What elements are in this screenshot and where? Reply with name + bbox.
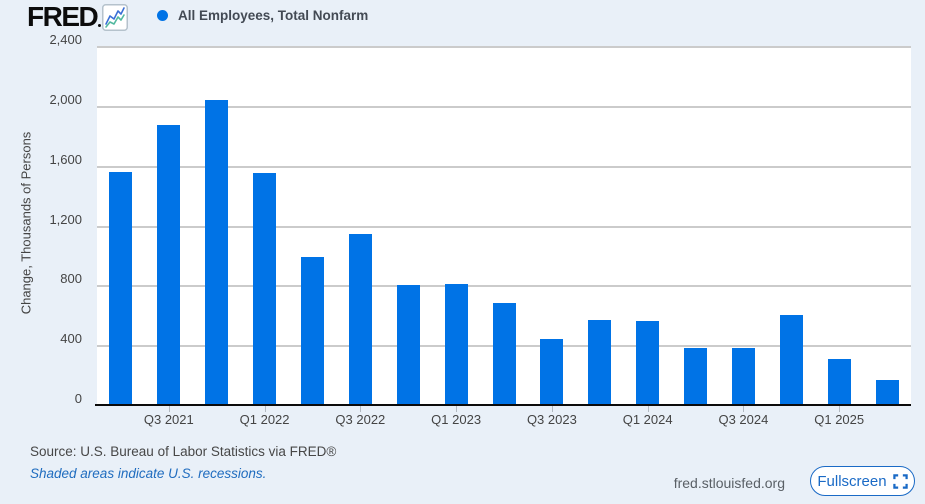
y-tick-label-2400: 2,400 [49,32,82,47]
gridline-y-1200 [97,225,911,228]
bar-q3-2023[interactable] [540,339,564,405]
bar-q4-2023[interactable] [588,319,612,405]
x-tick-label-q1-2022: Q1 2022 [239,412,290,427]
x-tick-label-q3-2021: Q3 2021 [143,412,194,427]
x-tick-label-q3-2023: Q3 2023 [526,412,577,427]
y-tick-label-0: 0 [74,391,82,406]
plot-area [97,46,911,405]
y-tick-label-1200: 1,200 [49,211,82,227]
y-tick-label-400: 400 [60,331,82,347]
bar-q2-2025[interactable] [875,379,899,405]
x-tick-label-q1-2024: Q1 2024 [622,412,673,427]
x-tick-mark [360,406,362,412]
bar-q2-2022[interactable] [300,256,324,405]
fred-logo-registered-dot [98,24,101,27]
gridline-y-2000 [97,105,911,108]
bar-q2-2021[interactable] [109,171,133,405]
x-axis-line [95,404,911,406]
legend-series-label: All Employees, Total Nonfarm [178,8,369,23]
bar-q4-2021[interactable] [205,99,229,405]
x-tick-mark [551,406,553,412]
x-tick-mark [264,406,266,412]
x-tick-mark [168,406,170,412]
fred-sparkline-icon [102,4,128,31]
bar-q4-2022[interactable] [396,285,420,405]
y-tick-label-1600: 1,600 [49,151,82,167]
x-tick-mark [647,406,649,412]
x-tick-label-q3-2022: Q3 2022 [335,412,386,427]
bar-q2-2024[interactable] [684,348,708,405]
x-tick-mark [456,406,458,412]
x-tick-mark [839,406,841,412]
y-tick-label-2000: 2,000 [49,91,82,107]
bar-q3-2021[interactable] [157,125,181,405]
x-tick-label-q1-2023: Q1 2023 [431,412,482,427]
x-tick-label-q3-2024: Q3 2024 [718,412,769,427]
bar-q1-2022[interactable] [253,173,277,405]
fullscreen-button[interactable]: Fullscreen [810,466,915,496]
fred-site-link[interactable]: fred.stlouisfed.org [673,475,785,491]
gridline-y-2400 [97,46,911,48]
bar-q1-2025[interactable] [827,358,851,405]
x-tick-mark [743,406,745,412]
bar-q4-2024[interactable] [779,315,803,405]
legend-marker-dot [157,10,168,21]
gridline-y-800 [97,285,911,288]
y-tick-label-800: 800 [60,271,82,287]
bar-q2-2023[interactable] [492,303,516,405]
bar-q3-2022[interactable] [348,234,372,405]
x-tick-label-q1-2025: Q1 2025 [814,412,865,427]
fullscreen-expand-icon [892,473,908,489]
source-attribution: Source: U.S. Bureau of Labor Statistics … [30,444,337,459]
bar-q1-2023[interactable] [444,283,468,405]
recession-shading-note: Shaded areas indicate U.S. recessions. [30,466,267,481]
bar-q1-2024[interactable] [636,321,660,405]
fullscreen-button-label: Fullscreen [817,472,887,490]
gridline-y-1600 [97,165,911,168]
bar-q3-2024[interactable] [731,348,755,405]
fred-logo[interactable]: FRED [27,1,99,32]
